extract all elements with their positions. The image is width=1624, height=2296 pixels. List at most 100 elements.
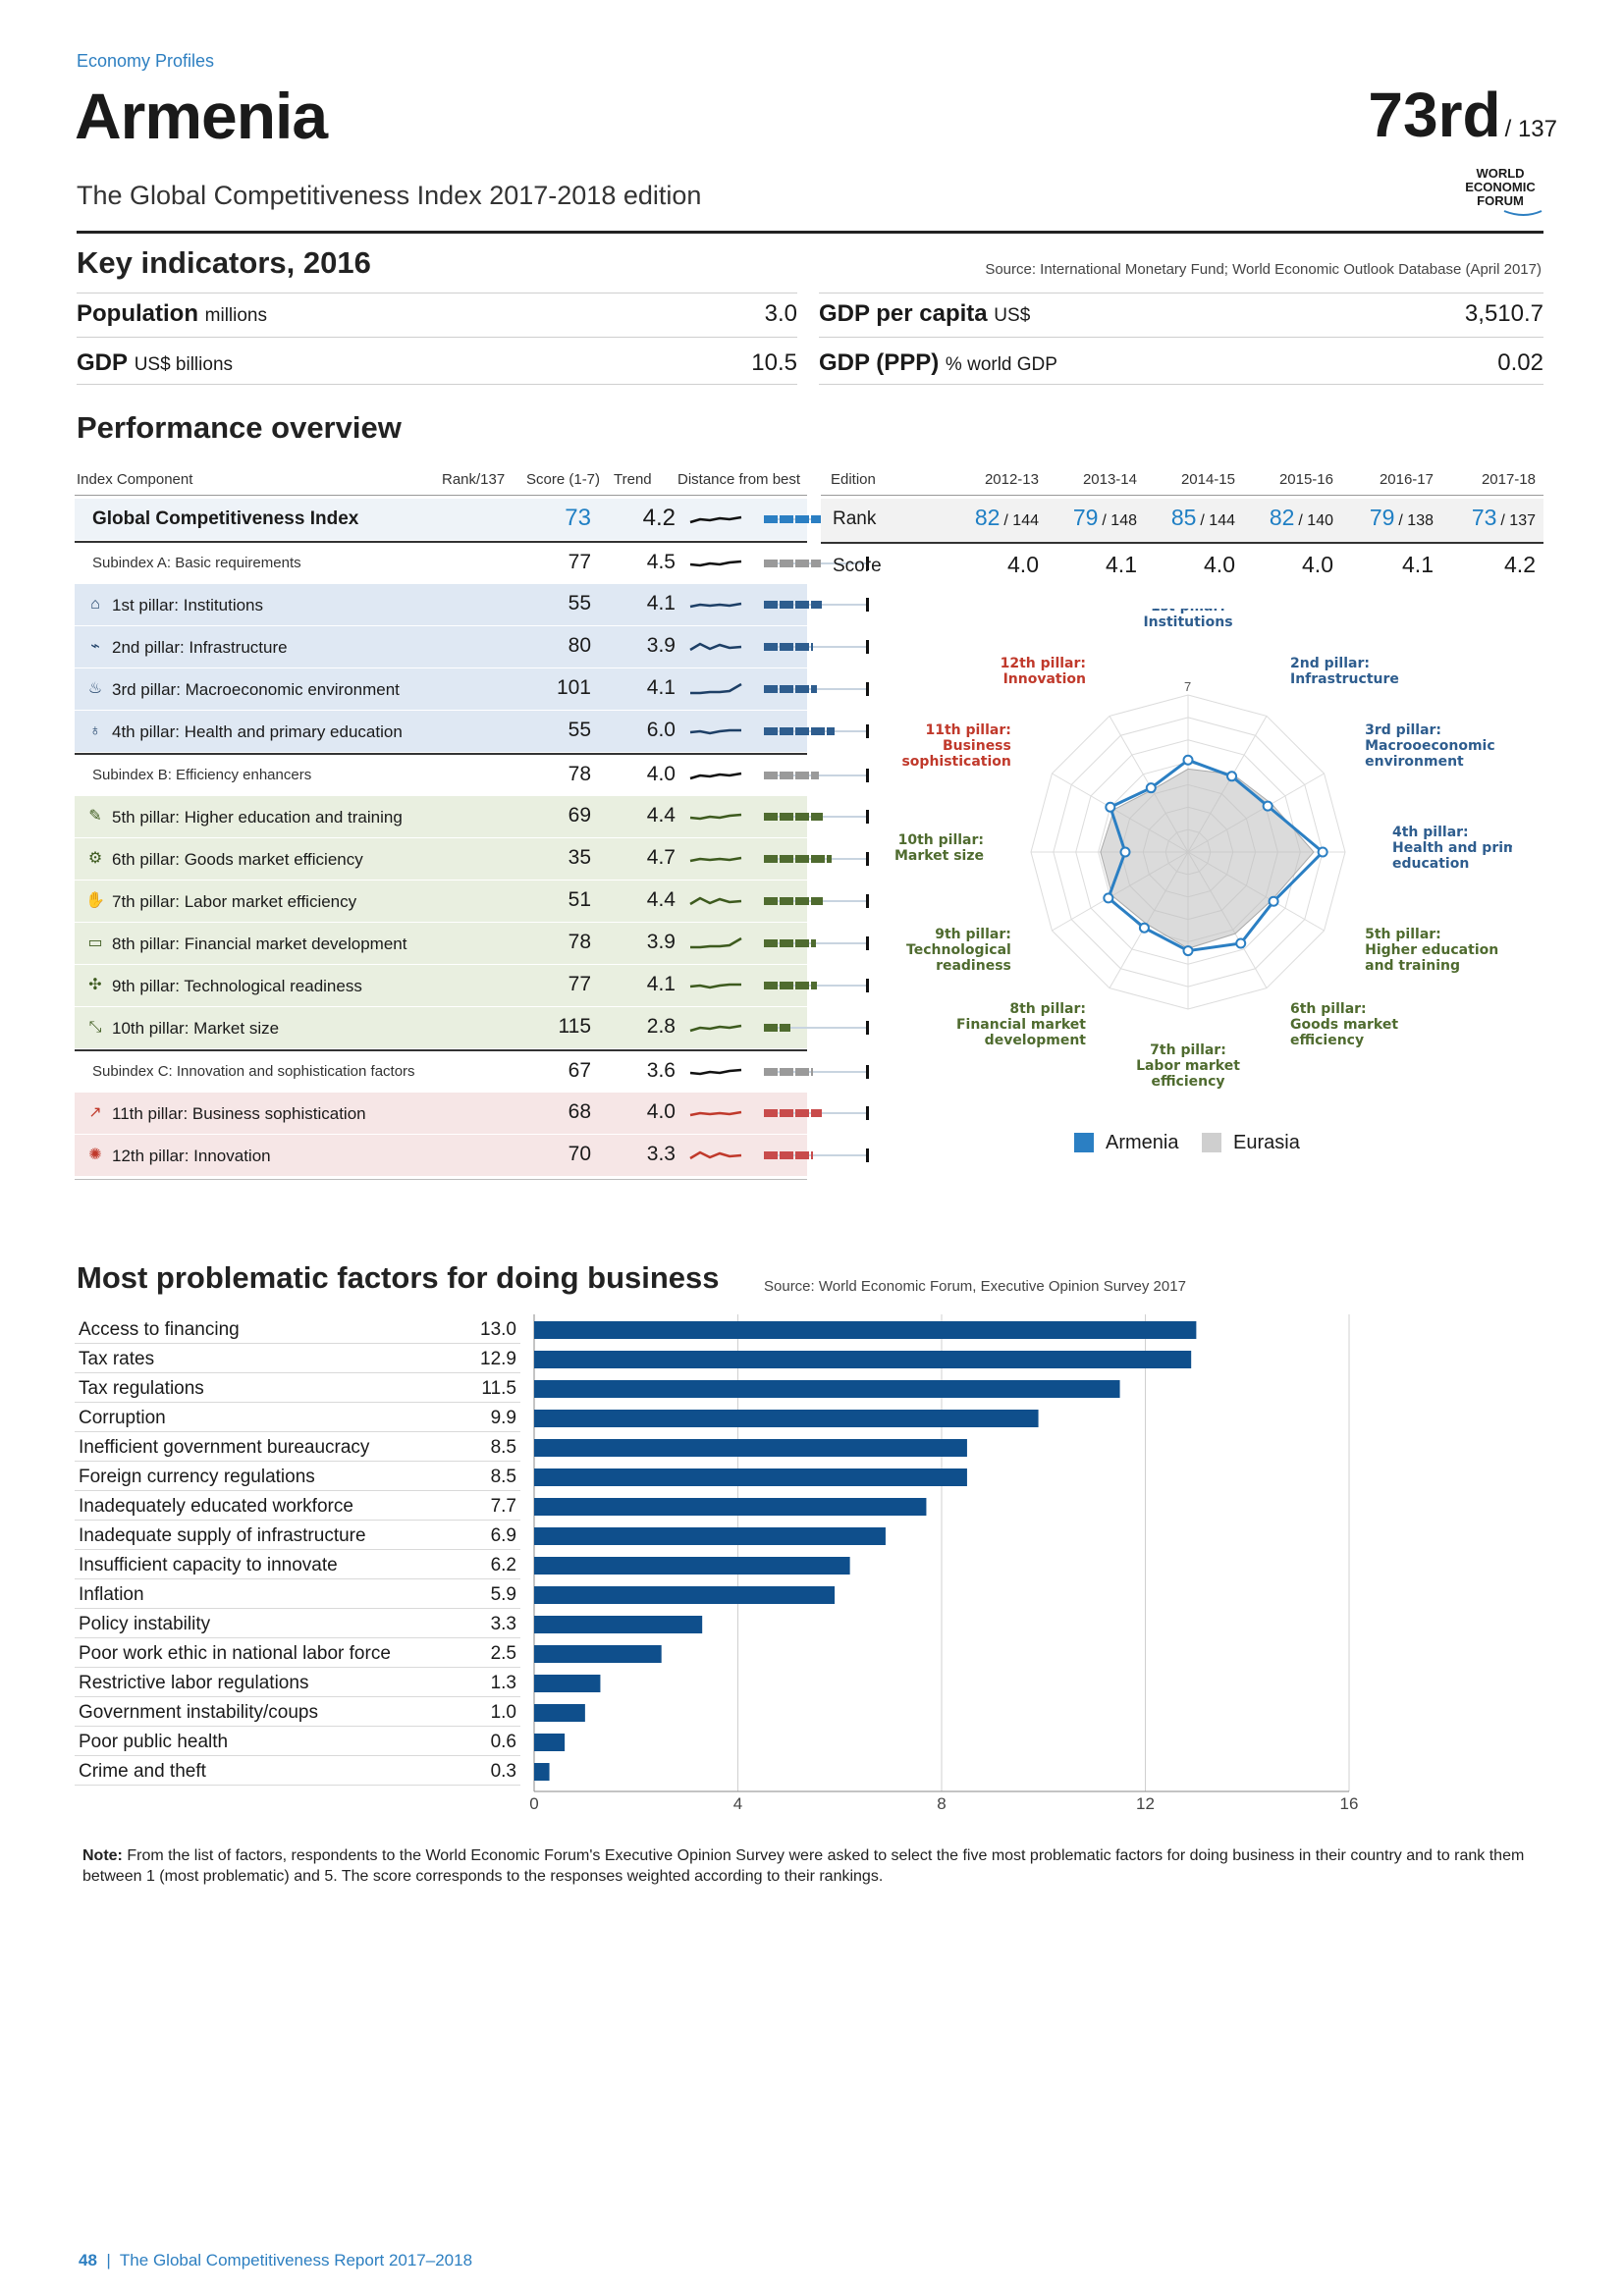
factor-value: 0.3 [490, 1761, 516, 1782]
pillar-row: ♨ 3rd pillar: Macroeconomic environment 10… [75, 668, 869, 711]
best-marker [866, 894, 869, 908]
edition-rank-total: / 144 [1003, 512, 1039, 529]
row-label: 12th pillar: Innovation [112, 1147, 271, 1165]
factor-bar [534, 1616, 703, 1633]
factor-label: Poor public health [79, 1732, 229, 1752]
distance-bar [764, 1148, 869, 1162]
distance-segment [780, 813, 793, 821]
factor-bar [534, 1557, 850, 1575]
edition-rank-label: Rank [833, 508, 877, 529]
pillar-row: ⌁ 2nd pillar: Infrastructure 80 3.9 [75, 626, 869, 668]
edition-rank-value: 85 [1170, 505, 1197, 530]
best-marker [866, 1021, 869, 1035]
distance-segment [764, 939, 778, 947]
trend-line [689, 983, 741, 989]
gdp-label: GDP US$ billions [77, 349, 234, 376]
pillar-row: ⚙ 6th pillar: Goods market efficiency 35 4.… [75, 838, 869, 881]
radar-point [1317, 846, 1328, 858]
distance-segment [811, 939, 816, 947]
distance-segment [811, 813, 823, 821]
labor-market-icon: ✋ [85, 892, 105, 909]
factors-source: Source: World Economic Forum, Executive … [764, 1278, 1186, 1295]
goods-market-icon: ⚙ [87, 850, 103, 867]
key-indicators-title: Key indicators, 2016 [77, 245, 371, 280]
factor-label: Access to financing [79, 1319, 240, 1340]
radar-axis-label: 6th pillar: Goods market efficiency [1290, 1001, 1398, 1048]
distance-segment [764, 601, 778, 609]
technology-icon: ✣ [88, 977, 102, 993]
column-header-trend: Trend [614, 471, 652, 488]
row-score: 4.1 [646, 676, 676, 699]
distance-segment [780, 982, 793, 989]
row-score: 3.9 [646, 634, 676, 657]
factors-title: Most problematic factors for doing busin… [77, 1260, 720, 1295]
best-marker [866, 810, 869, 824]
best-marker [866, 1065, 869, 1079]
radar-axis-label: 5th pillar: Higher education and training [1365, 927, 1498, 974]
edition-rank: 82/ 144 [941, 505, 1039, 531]
distance-bar [764, 894, 869, 908]
row-label: Subindex A: Basic requirements [92, 555, 301, 571]
trend-sparkline [689, 1150, 742, 1160]
row-score: 4.7 [646, 846, 676, 869]
distance-segment [780, 1024, 790, 1032]
distance-segment [811, 515, 822, 523]
distance-bar [764, 682, 869, 696]
pillar-row: ✣ 9th pillar: Technological readiness 77 4.… [75, 965, 869, 1007]
pillar-row: ✋ 7th pillar: Labor market efficiency 51 4.… [75, 881, 869, 923]
row-label: 4th pillar: Health and primary education [112, 722, 403, 741]
rank-value: 73rd [1368, 80, 1501, 150]
row-label: 1st pillar: Institutions [112, 596, 264, 614]
factor-bar-chart: 0 4 8 12 16 [529, 1314, 1358, 1813]
row-label: 8th pillar: Financial market development [112, 934, 407, 953]
distance-segment [811, 1109, 822, 1117]
performance-title: Performance overview [77, 410, 402, 445]
radar-axis-label: 9th pillar: Technological readiness [906, 927, 1011, 974]
trend-line [689, 1150, 742, 1160]
distance-bar [764, 1106, 869, 1120]
financial-market-icon: ▭ [87, 934, 103, 951]
divider [819, 337, 1543, 338]
best-marker [866, 769, 869, 782]
divider [819, 293, 1543, 294]
factor-bar [534, 1734, 566, 1751]
factor-label: Inflation [79, 1584, 144, 1605]
subindex-row: Subindex B: Efficiency enhancers 78 4.0 [75, 755, 869, 797]
radar-axis-label: 1st pillar:Institutions [1143, 609, 1232, 630]
edition-year: 2017-18 [1481, 471, 1536, 488]
distance-segment [795, 643, 809, 651]
trend-line [689, 1068, 742, 1076]
column-header-distance: Distance from best [677, 471, 801, 488]
trend-sparkline [689, 1068, 742, 1076]
best-marker [866, 682, 869, 696]
row-score: 4.0 [646, 1100, 676, 1123]
edition-rank: 82/ 140 [1235, 505, 1333, 531]
overall-rank: 73rd/ 137 [1368, 79, 1557, 151]
row-rank: 73 [565, 505, 591, 531]
distance-bar [764, 1065, 869, 1079]
factor-row: Poor public health 0.6 [75, 1727, 520, 1756]
distance-bar [764, 1021, 869, 1035]
edition-rank-value: 82 [1269, 505, 1295, 530]
factor-bar [534, 1704, 585, 1722]
factor-bar [534, 1763, 550, 1781]
edition-year: 2012-13 [984, 471, 1039, 488]
best-marker [866, 640, 869, 654]
radar-point [1235, 937, 1247, 949]
pillar-row: ↗ 11th pillar: Business sophistication 68 4… [75, 1093, 869, 1135]
factor-row: Government instability/coups 1.0 [75, 1697, 520, 1727]
row-label: 2nd pillar: Infrastructure [112, 638, 288, 657]
factor-label: Insufficient capacity to innovate [79, 1555, 338, 1575]
business-sophistication-icon: ↗ [88, 1104, 102, 1121]
factor-value: 6.2 [490, 1555, 516, 1575]
infrastructure-icon: ⌁ [90, 638, 100, 655]
gdp-per-capita-value: 3,510.7 [1464, 300, 1543, 327]
distance-bar [764, 724, 869, 738]
factor-row: Tax rates 12.9 [75, 1344, 520, 1373]
distance-segment [764, 1151, 778, 1159]
distance-segment [795, 855, 809, 863]
key-indicators-source: Source: International Monetary Fund; Wor… [985, 261, 1542, 278]
distance-bar [764, 936, 869, 950]
radar-axis-label: 11th pillar: Business sophistication [901, 722, 1010, 770]
